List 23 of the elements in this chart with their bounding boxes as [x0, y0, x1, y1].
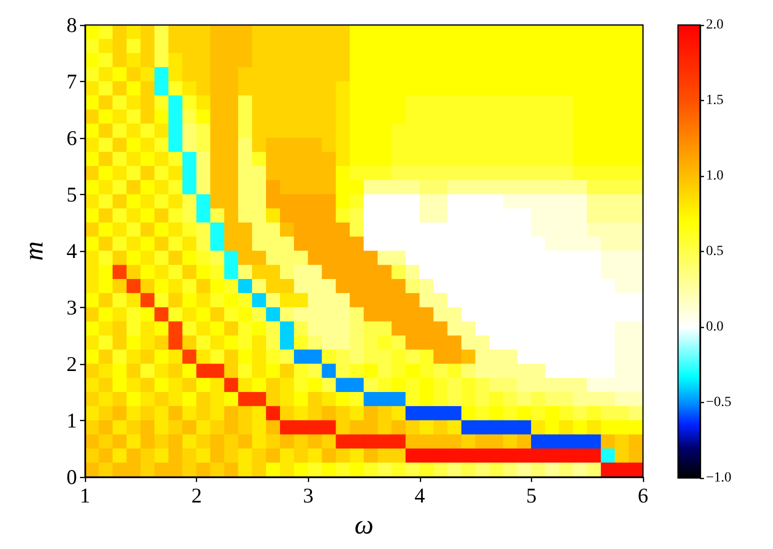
y-tick-label: 2	[66, 352, 77, 376]
color-bar-label: 2.0	[706, 18, 724, 32]
color-bar-label: 0.0	[706, 320, 724, 334]
x-tick-label: 3	[302, 484, 314, 508]
y-tick-label: 3	[66, 296, 77, 320]
x-axis-title: ω	[354, 509, 374, 540]
y-tick-label: 8	[66, 13, 77, 37]
x-tick-label: 4	[414, 484, 426, 508]
y-tick-label: 0	[66, 465, 77, 489]
y-tick-label: 6	[66, 126, 77, 150]
y-axis-title: m	[18, 241, 48, 261]
y-tick-label: 7	[66, 70, 77, 94]
color-bar-label: 1.0	[706, 168, 724, 184]
x-tick-label: 6	[638, 484, 648, 508]
y-tick-label: 1	[66, 408, 77, 432]
color-bar-label: 1.5	[706, 93, 724, 108]
y-tick-label: 5	[66, 182, 77, 206]
color-bar-label: −1.0	[706, 470, 732, 486]
color-bar-label: −0.5	[706, 395, 732, 410]
x-tick-label: 5	[526, 484, 537, 508]
x-tick-label: 2	[191, 484, 202, 508]
y-tick-label: 4	[66, 239, 78, 263]
color-bar-label: 0.5	[706, 244, 724, 259]
